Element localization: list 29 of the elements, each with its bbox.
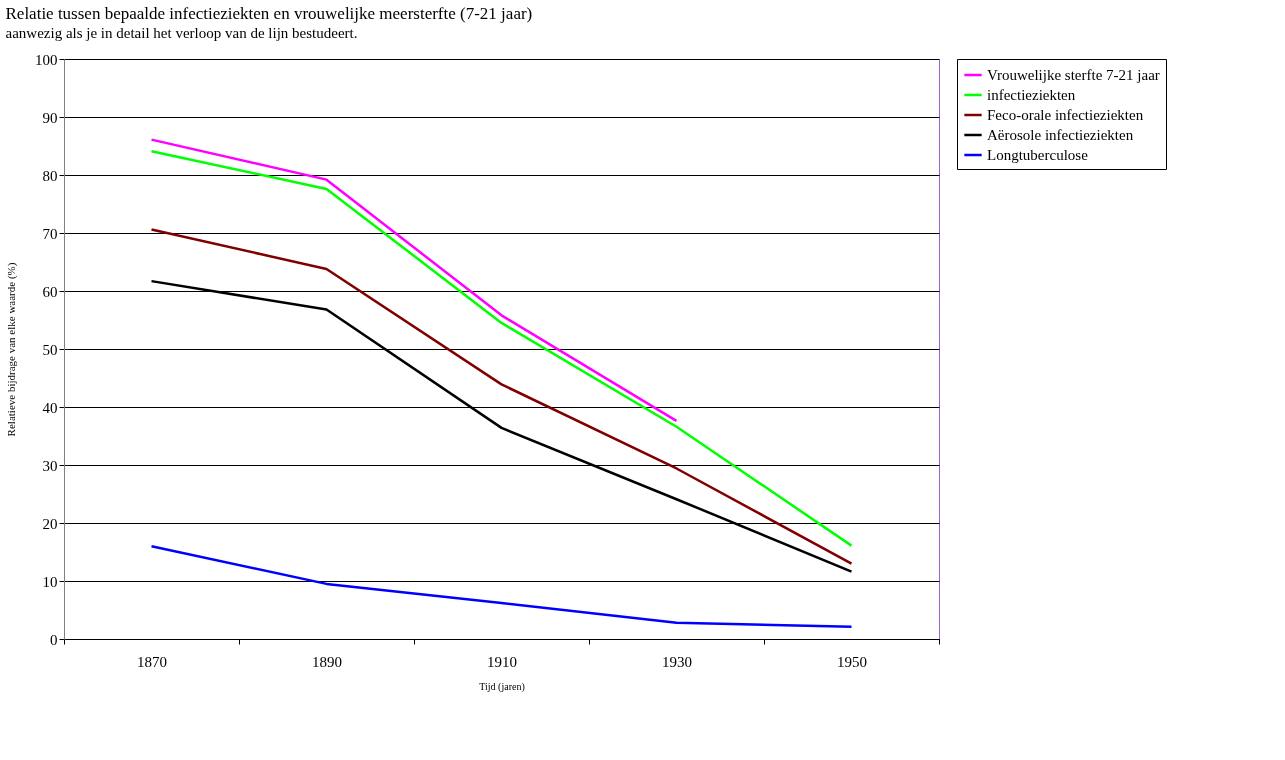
line-series <box>150 544 853 629</box>
legend-label: Feco-orale infectieziekten <box>987 107 1144 123</box>
y-tick-label: 50 <box>42 341 58 358</box>
x-tick-label: 1890 <box>312 653 342 670</box>
line-series <box>150 228 853 565</box>
x-tick-label: 1930 <box>662 653 692 670</box>
y-tick-label: 60 <box>42 283 58 300</box>
legend-label: Vrouwelijke sterfte 7-21 jaar <box>987 67 1160 83</box>
y-tick-label: 90 <box>42 109 58 126</box>
y-axis-title: Relatieve bijdrage van elke waarde (%) <box>5 262 18 437</box>
chart-title: Relatie tussen bepaalde infectieziekten en vrouwelijke meersterfte (7-21 jaar) <box>5 4 533 23</box>
y-tick-label: 30 <box>42 457 58 474</box>
y-tick-label: 20 <box>42 515 58 532</box>
legend-label: Longtuberculose <box>987 147 1089 163</box>
x-tick-label: 1870 <box>137 653 167 670</box>
y-tick-label: 100 <box>35 51 58 68</box>
y-tick-label: 40 <box>42 399 58 416</box>
y-tick-label: 0 <box>50 631 58 648</box>
y-tick-label: 80 <box>42 167 58 184</box>
line-series <box>150 149 853 547</box>
y-tick-label: 10 <box>42 573 58 590</box>
line-series <box>150 138 678 423</box>
x-tick-label: 1950 <box>837 653 867 670</box>
legend-label: infectieziekten <box>987 87 1076 103</box>
x-axis-title: Tijd (jaren) <box>479 680 525 693</box>
x-tick-label: 1910 <box>487 653 517 670</box>
y-tick-label: 70 <box>42 225 58 242</box>
text: aanwezig als je in detail het verloop van de lijn bestudeert. <box>5 25 358 41</box>
legend-label: Aërosole infectieziekten <box>987 127 1134 143</box>
